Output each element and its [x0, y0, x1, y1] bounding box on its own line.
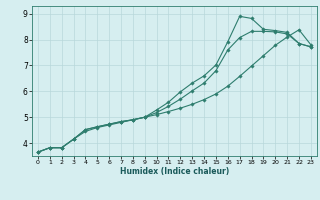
X-axis label: Humidex (Indice chaleur): Humidex (Indice chaleur)	[120, 167, 229, 176]
